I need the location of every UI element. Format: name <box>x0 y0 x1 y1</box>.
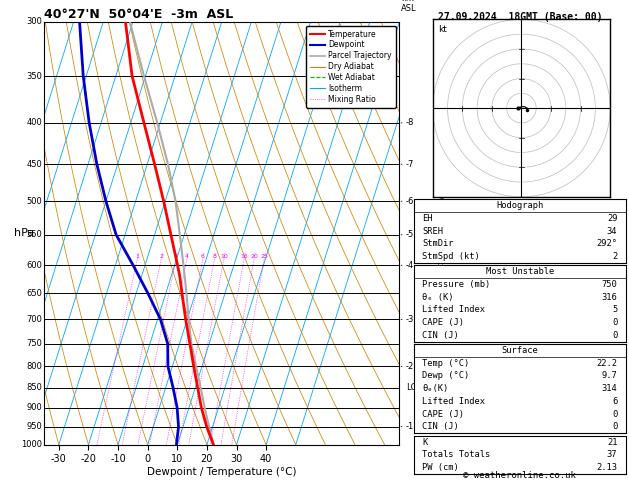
Text: 900: 900 <box>26 403 42 412</box>
Text: 6: 6 <box>201 254 204 260</box>
Text: 16: 16 <box>240 254 248 260</box>
Text: 4: 4 <box>185 254 189 260</box>
Text: km
ASL: km ASL <box>401 0 417 14</box>
X-axis label: Dewpoint / Temperature (°C): Dewpoint / Temperature (°C) <box>147 467 296 477</box>
Text: 34: 34 <box>607 226 618 236</box>
Text: Surface: Surface <box>501 346 538 355</box>
Text: 750: 750 <box>26 339 42 348</box>
Text: -6: -6 <box>406 197 414 206</box>
Text: 9.7: 9.7 <box>601 371 618 381</box>
Text: 22.2: 22.2 <box>596 359 618 368</box>
Text: CAPE (J): CAPE (J) <box>422 410 464 418</box>
Text: Totals Totals: Totals Totals <box>422 450 491 459</box>
Legend: Temperature, Dewpoint, Parcel Trajectory, Dry Adiabat, Wet Adiabat, Isotherm, Mi: Temperature, Dewpoint, Parcel Trajectory… <box>306 26 396 108</box>
Text: 6: 6 <box>612 397 618 406</box>
Text: 950: 950 <box>26 422 42 431</box>
Text: 450: 450 <box>26 160 42 169</box>
Text: Pressure (mb): Pressure (mb) <box>422 280 491 289</box>
Text: 400: 400 <box>26 119 42 127</box>
Text: 1: 1 <box>135 254 139 260</box>
Text: LCL: LCL <box>406 383 421 392</box>
Text: CIN (J): CIN (J) <box>422 331 459 340</box>
Text: 37: 37 <box>607 450 618 459</box>
Text: CAPE (J): CAPE (J) <box>422 318 464 327</box>
Text: -1: -1 <box>406 422 414 431</box>
Text: hPa: hPa <box>14 228 35 238</box>
Text: -4: -4 <box>406 261 414 270</box>
Text: 8: 8 <box>213 254 216 260</box>
Text: 25: 25 <box>260 254 268 260</box>
Text: Lifted Index: Lifted Index <box>422 305 486 314</box>
Text: 0: 0 <box>612 410 618 418</box>
Text: 20: 20 <box>250 254 258 260</box>
Text: 29: 29 <box>607 214 618 223</box>
Text: -3: -3 <box>406 315 414 324</box>
Text: PW (cm): PW (cm) <box>422 463 459 472</box>
Text: θₑ(K): θₑ(K) <box>422 384 448 393</box>
Text: Lifted Index: Lifted Index <box>422 397 486 406</box>
Text: 21: 21 <box>607 437 618 447</box>
Text: Hodograph: Hodograph <box>496 201 543 210</box>
Text: 350: 350 <box>26 71 42 81</box>
Text: 550: 550 <box>26 230 42 239</box>
Text: 600: 600 <box>26 261 42 270</box>
Text: -8: -8 <box>406 119 414 127</box>
Text: 27.09.2024  18GMT (Base: 00): 27.09.2024 18GMT (Base: 00) <box>438 12 602 22</box>
Text: 850: 850 <box>26 383 42 392</box>
Text: 10: 10 <box>220 254 228 260</box>
Text: 0: 0 <box>612 318 618 327</box>
Text: 0: 0 <box>612 422 618 432</box>
Text: 700: 700 <box>26 315 42 324</box>
Text: StmSpd (kt): StmSpd (kt) <box>422 252 480 261</box>
Text: 1000: 1000 <box>21 440 42 449</box>
Text: EH: EH <box>422 214 433 223</box>
Text: -2: -2 <box>406 362 414 371</box>
Text: Temp (°C): Temp (°C) <box>422 359 470 368</box>
Text: 300: 300 <box>26 17 42 26</box>
Text: 800: 800 <box>26 362 42 371</box>
Text: Mixing Ratio (g/kg): Mixing Ratio (g/kg) <box>435 193 444 273</box>
Text: -7: -7 <box>406 160 414 169</box>
Text: kt: kt <box>438 25 447 34</box>
Text: -5: -5 <box>406 230 414 239</box>
Text: 2.13: 2.13 <box>596 463 618 472</box>
Text: 650: 650 <box>26 289 42 298</box>
Text: θₑ (K): θₑ (K) <box>422 293 454 302</box>
Text: © weatheronline.co.uk: © weatheronline.co.uk <box>464 471 576 480</box>
Text: 3: 3 <box>174 254 178 260</box>
Text: Dewp (°C): Dewp (°C) <box>422 371 470 381</box>
Text: 0: 0 <box>612 331 618 340</box>
Text: 2: 2 <box>612 252 618 261</box>
Text: StmDir: StmDir <box>422 239 454 248</box>
Text: CIN (J): CIN (J) <box>422 422 459 432</box>
Text: 316: 316 <box>601 293 618 302</box>
Text: SREH: SREH <box>422 226 443 236</box>
Text: 40°27'N  50°04'E  -3m  ASL: 40°27'N 50°04'E -3m ASL <box>44 8 233 21</box>
Text: 500: 500 <box>26 197 42 206</box>
Text: 5: 5 <box>612 305 618 314</box>
Text: 292°: 292° <box>596 239 618 248</box>
Text: 2: 2 <box>159 254 163 260</box>
Text: 314: 314 <box>601 384 618 393</box>
Text: K: K <box>422 437 428 447</box>
Text: 750: 750 <box>601 280 618 289</box>
Text: Most Unstable: Most Unstable <box>486 267 554 276</box>
